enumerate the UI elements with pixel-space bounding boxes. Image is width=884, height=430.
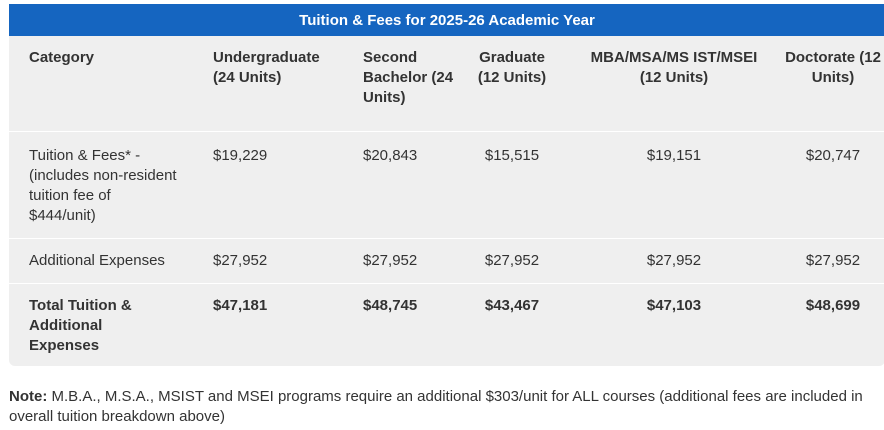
- cell-mba: $27,952: [646, 252, 702, 269]
- cell-undergraduate: $19,229: [213, 147, 268, 164]
- tuition-table: Tuition & Fees for 2025-26 Academic Year…: [9, 4, 884, 366]
- table-row-tuition: Tuition & Fees* - (includes non-resident…: [9, 132, 884, 239]
- note-text: M.B.A., M.S.A., MSIST and MSEI programs …: [9, 388, 863, 425]
- cell-doctorate: $48,699: [805, 297, 861, 314]
- cell-second-bachelor: $48,745: [363, 297, 418, 314]
- table-row-additional: Additional Expenses $27,952 $27,952 $27,…: [9, 239, 884, 284]
- cell-category: Total Tuition & Additional Expenses: [29, 297, 132, 354]
- cell-second-bachelor: $20,843: [363, 147, 418, 164]
- cell-category: Tuition & Fees* - (includes non-resident…: [29, 147, 177, 224]
- header-doctorate: Doctorate (12 Units): [785, 49, 881, 86]
- footnote: Note: M.B.A., M.S.A., MSIST and MSEI pro…: [9, 387, 884, 427]
- cell-second-bachelor: $27,952: [363, 252, 418, 269]
- table-caption: Tuition & Fees for 2025-26 Academic Year: [9, 4, 884, 36]
- header-mba: MBA/MSA/MS IST/MSEI (12 Units): [590, 49, 758, 86]
- cell-category: Additional Expenses: [29, 252, 165, 269]
- cell-doctorate: $27,952: [805, 252, 861, 269]
- cell-doctorate: $20,747: [805, 147, 861, 164]
- cell-mba: $47,103: [646, 297, 702, 314]
- header-category: Category: [29, 49, 95, 66]
- note-label: Note:: [9, 388, 48, 405]
- cell-undergraduate: $27,952: [213, 252, 268, 269]
- header-undergraduate: Undergraduate (24 Units): [213, 49, 320, 86]
- cell-graduate: $43,467: [484, 297, 540, 314]
- cell-undergraduate: $47,181: [213, 297, 268, 314]
- header-graduate: Graduate (12 Units): [477, 49, 547, 86]
- cell-graduate: $15,515: [484, 147, 540, 164]
- cell-mba: $19,151: [646, 147, 702, 164]
- table-row-total: Total Tuition & Additional Expenses $47,…: [9, 284, 884, 366]
- header-second-bachelor: Second Bachelor (24 Units): [363, 49, 454, 106]
- table-header-row: Category Undergraduate (24 Units) Second…: [9, 36, 884, 132]
- cell-graduate: $27,952: [484, 252, 540, 269]
